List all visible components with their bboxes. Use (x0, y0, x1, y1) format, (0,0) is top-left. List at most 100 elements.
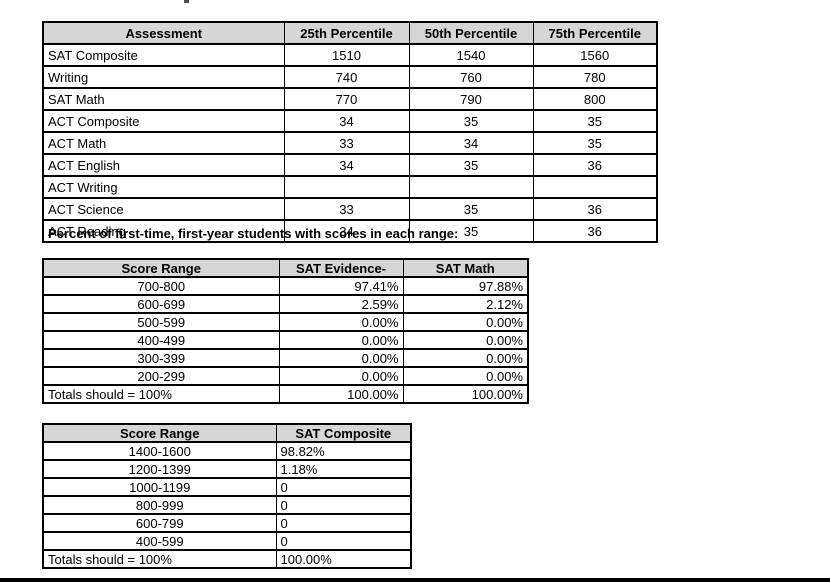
table-row: 800-999 0 (42, 495, 412, 515)
p50-value: 35 (408, 197, 534, 221)
assessment-label: Writing (42, 65, 285, 89)
p50-value: 760 (408, 65, 534, 89)
score-range-label: 300-399 (42, 348, 280, 368)
p75-value: 1560 (532, 43, 658, 67)
table-row: ACT Reading 34 35 36 (42, 219, 658, 243)
column-header-score-range: Score Range (42, 423, 277, 443)
table-row: SAT Math 770 790 800 (42, 87, 658, 111)
page-divider-line (0, 578, 830, 582)
p50-value: 790 (408, 87, 534, 111)
score-range-label: 500-599 (42, 312, 280, 332)
p75-value: 36 (532, 219, 658, 243)
score-range-label: 800-999 (42, 495, 277, 515)
table-row: 1400-1600 98.82% (42, 441, 412, 461)
sat-composite-value: 0 (275, 495, 412, 515)
p50-value (408, 175, 534, 199)
sat-range-table: Score Range SAT Evidence- SAT Math 700-8… (42, 258, 529, 404)
table-row: ACT Math 33 34 35 (42, 131, 658, 155)
column-header-sat-math: SAT Math (402, 258, 529, 278)
assessment-label: ACT Science (42, 197, 285, 221)
column-header-50th: 50th Percentile (408, 21, 534, 45)
sat-composite-value: 0 (275, 477, 412, 497)
table-header-row: Score Range SAT Evidence- SAT Math (42, 258, 529, 278)
table-row: 500-599 0.00% 0.00% (42, 312, 529, 332)
score-range-label: 1200-1399 (42, 459, 277, 479)
table-row: SAT Composite 1510 1540 1560 (42, 43, 658, 67)
sat-composite-value: 0 (275, 513, 412, 533)
p25-value: 1510 (283, 43, 410, 67)
table-row: ACT English 34 35 36 (42, 153, 658, 177)
sat-evidence-value: 97.41% (278, 276, 404, 296)
table-row: 1200-1399 1.18% (42, 459, 412, 479)
table-row: 600-799 0 (42, 513, 412, 533)
table-row: 700-800 97.41% 97.88% (42, 276, 529, 296)
p25-value: 34 (283, 153, 410, 177)
table-row: Writing 740 760 780 (42, 65, 658, 89)
p25-value: 740 (283, 65, 410, 89)
sat-evidence-value: 0.00% (278, 312, 404, 332)
column-header-sat-evidence: SAT Evidence- (278, 258, 404, 278)
p50-value: 35 (408, 153, 534, 177)
clipped-text-fragment (184, 0, 189, 3)
totals-label: Totals should = 100% (42, 549, 277, 569)
assessment-label: SAT Math (42, 87, 285, 111)
table-row: 300-399 0.00% 0.00% (42, 348, 529, 368)
p75-value: 35 (532, 109, 658, 133)
table-totals-row: Totals should = 100% 100.00% (42, 549, 412, 569)
assessment-label: ACT English (42, 153, 285, 177)
sat-composite-value: 1.18% (275, 459, 412, 479)
p75-value: 35 (532, 131, 658, 155)
assessment-label: ACT Reading (42, 219, 285, 243)
p25-value: 34 (283, 219, 410, 243)
percentiles-table: Assessment 25th Percentile 50th Percenti… (42, 21, 658, 243)
sat-math-value: 97.88% (402, 276, 529, 296)
p75-value (532, 175, 658, 199)
table-row: 600-699 2.59% 2.12% (42, 294, 529, 314)
section-label: Percent of first-time, first-year studen… (48, 226, 459, 241)
score-range-label: 600-799 (42, 513, 277, 533)
assessment-label: ACT Composite (42, 109, 285, 133)
p75-value: 800 (532, 87, 658, 111)
p50-value: 1540 (408, 43, 534, 67)
column-header-sat-composite: SAT Composite (275, 423, 412, 443)
column-header-assessment: Assessment (42, 21, 285, 45)
assessment-label: SAT Composite (42, 43, 285, 67)
score-range-label: 600-699 (42, 294, 280, 314)
score-range-label: 700-800 (42, 276, 280, 296)
totals-label: Totals should = 100% (42, 384, 280, 404)
sat-math-value: 2.12% (402, 294, 529, 314)
assessment-label: ACT Math (42, 131, 285, 155)
score-range-label: 200-299 (42, 366, 280, 386)
table-row: 400-499 0.00% 0.00% (42, 330, 529, 350)
table-row: 200-299 0.00% 0.00% (42, 366, 529, 386)
sat-composite-range-table: Score Range SAT Composite 1400-1600 98.8… (42, 423, 412, 569)
p50-value: 35 (408, 109, 534, 133)
p50-value: 34 (408, 131, 534, 155)
sat-composite-total: 100.00% (275, 549, 412, 569)
sat-math-total: 100.00% (402, 384, 529, 404)
sat-evidence-total: 100.00% (278, 384, 404, 404)
score-range-label: 400-599 (42, 531, 277, 551)
table-header-row: Score Range SAT Composite (42, 423, 412, 443)
p25-value: 33 (283, 197, 410, 221)
table-row: ACT Composite 34 35 35 (42, 109, 658, 133)
p25-value: 33 (283, 131, 410, 155)
p75-value: 36 (532, 197, 658, 221)
sat-math-value: 0.00% (402, 366, 529, 386)
table-row: ACT Writing (42, 175, 658, 199)
score-range-label: 1000-1199 (42, 477, 277, 497)
column-header-25th: 25th Percentile (283, 21, 410, 45)
sat-evidence-value: 2.59% (278, 294, 404, 314)
p25-value (283, 175, 410, 199)
sat-math-value: 0.00% (402, 330, 529, 350)
table-header-row: Assessment 25th Percentile 50th Percenti… (42, 21, 658, 45)
p75-value: 780 (532, 65, 658, 89)
sat-composite-value: 98.82% (275, 441, 412, 461)
sat-composite-value: 0 (275, 531, 412, 551)
table-row: ACT Science 33 35 36 (42, 197, 658, 221)
sat-math-value: 0.00% (402, 312, 529, 332)
table-row: 1000-1199 0 (42, 477, 412, 497)
assessment-label: ACT Writing (42, 175, 285, 199)
sat-evidence-value: 0.00% (278, 348, 404, 368)
